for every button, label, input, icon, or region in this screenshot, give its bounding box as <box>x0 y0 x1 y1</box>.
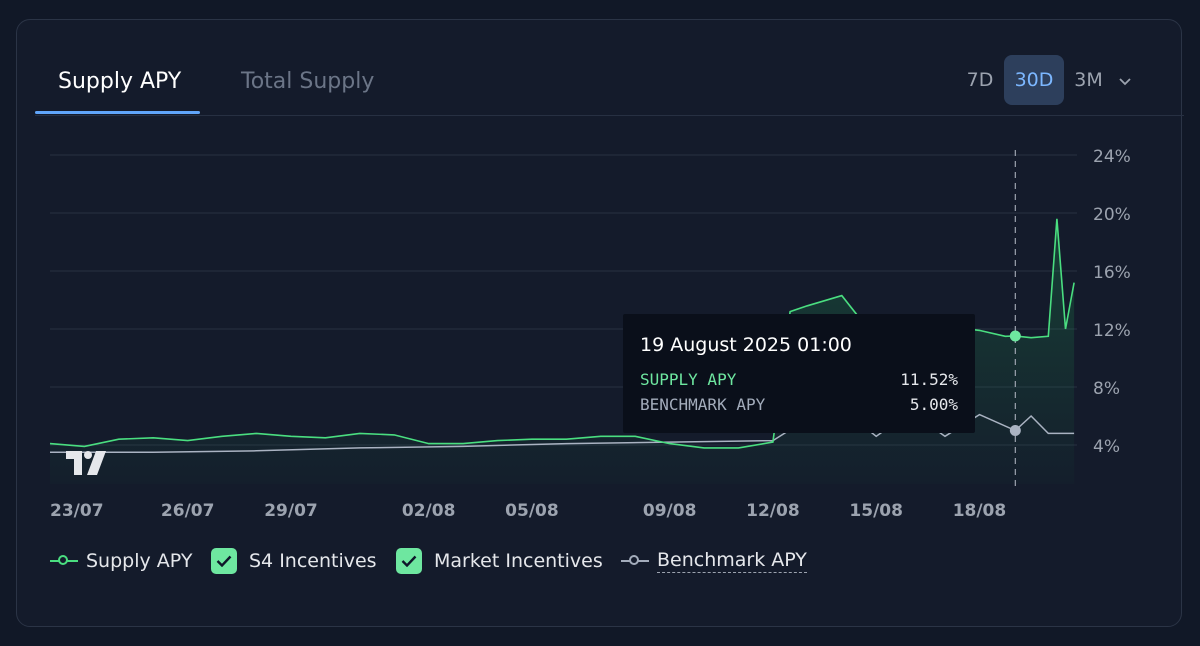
supply-apy-point <box>1009 330 1021 342</box>
y-axis: 24% 20% 16% 12% 8% 4% <box>1093 147 1131 457</box>
y-tick-label: 4% <box>1093 437 1120 457</box>
tab-total-supply[interactable]: Total Supply <box>225 46 385 114</box>
chart-tooltip: 19 August 2025 01:00 SUPPLY APY 11.52% B… <box>623 314 975 433</box>
range-7d-button[interactable]: 7D <box>966 69 994 91</box>
x-tick-label: 29/07 <box>264 501 318 521</box>
x-tick-label: 05/08 <box>505 501 559 521</box>
benchmark-apy-point <box>1009 425 1021 436</box>
y-tick-label: 24% <box>1093 147 1131 167</box>
header-divider <box>35 115 1184 116</box>
range-more-button[interactable] <box>1113 55 1137 105</box>
range-3m-button[interactable]: 3M <box>1074 69 1103 91</box>
x-tick-label: 23/07 <box>50 501 104 521</box>
legend-label: Benchmark APY <box>657 549 807 573</box>
chart-card <box>16 19 1182 627</box>
x-axis: 23/07 26/07 29/07 02/08 05/08 09/08 12/08 15/08… <box>50 501 1006 521</box>
tooltip-label: SUPPLY APY <box>640 370 737 389</box>
chart-legend: Supply APY S4 Incentives Market Incentiv… <box>34 546 1154 576</box>
active-tab-underline <box>35 111 200 114</box>
legend-label: Supply APY <box>86 550 193 572</box>
tooltip-row-supply: SUPPLY APY 11.52% <box>640 370 958 389</box>
x-tick-label: 09/08 <box>643 501 697 521</box>
tooltip-row-benchmark: BENCHMARK APY 5.00% <box>640 395 958 414</box>
chevron-down-icon <box>1119 69 1131 91</box>
x-tick-label: 18/08 <box>953 501 1007 521</box>
legend-item-supply-apy[interactable]: Supply APY <box>50 546 192 576</box>
tooltip-value: 5.00% <box>909 395 958 414</box>
tab-supply-apy[interactable]: Supply APY <box>35 46 200 114</box>
line-dot-icon <box>621 554 649 568</box>
y-tick-label: 20% <box>1093 205 1131 225</box>
tab-label: Supply APY <box>58 69 182 94</box>
x-tick-label: 15/08 <box>849 501 903 521</box>
tooltip-label: BENCHMARK APY <box>640 395 766 414</box>
x-tick-label: 26/07 <box>161 501 215 521</box>
supply-apy-line <box>49 218 1075 449</box>
legend-label: Market Incentives <box>434 550 603 572</box>
y-tick-label: 16% <box>1093 263 1131 283</box>
checkbox-checked-icon[interactable] <box>211 548 237 574</box>
legend-item-benchmark-apy[interactable]: Benchmark APY <box>621 546 807 576</box>
y-tick-label: 12% <box>1093 321 1131 341</box>
tooltip-title: 19 August 2025 01:00 <box>640 334 852 356</box>
checkbox-checked-icon[interactable] <box>396 548 422 574</box>
tab-label: Total Supply <box>241 69 375 94</box>
y-tick-label: 8% <box>1093 379 1120 399</box>
legend-item-market-incentives[interactable]: Market Incentives <box>396 546 603 576</box>
x-tick-label: 02/08 <box>402 501 456 521</box>
tradingview-logo <box>66 451 110 479</box>
line-dot-icon <box>50 554 78 568</box>
time-range-selector: 7D 30D 3M <box>955 55 1145 105</box>
tooltip-value: 11.52% <box>900 370 958 389</box>
legend-item-s4-incentives[interactable]: S4 Incentives <box>211 546 377 576</box>
x-tick-label: 12/08 <box>746 501 800 521</box>
range-30d-button[interactable]: 30D <box>1004 55 1064 105</box>
legend-label: S4 Incentives <box>249 550 377 572</box>
